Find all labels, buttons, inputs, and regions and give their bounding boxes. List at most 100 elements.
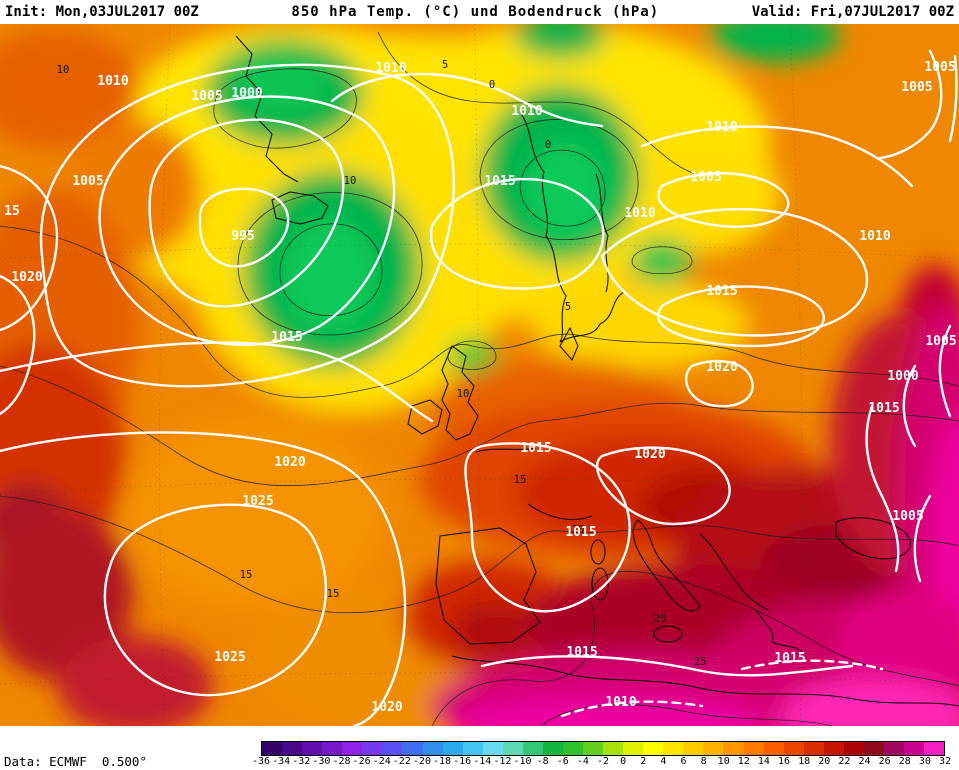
colorbar-segment	[583, 742, 604, 755]
pressure-label: 1010	[97, 74, 128, 89]
colorbar-wrap: -36 -34 -32 -30 -28 -26 -24 -22 -20 -18 -16 -14 -12-…	[252, 741, 951, 768]
colorbar-segment	[823, 742, 844, 755]
colorbar-tick: -28	[332, 756, 351, 767]
colorbar-segment	[643, 742, 664, 755]
temperature-label: 15	[514, 474, 527, 486]
colorbar-tick: -20	[412, 756, 431, 767]
colorbar-tick: -22	[392, 756, 411, 767]
header-bar: Init: Mon,03JUL2017 00Z 850 hPa Temp. (°…	[0, 0, 959, 24]
pressure-label: 1005	[925, 334, 956, 349]
colorbar-segment	[703, 742, 724, 755]
colorbar-segment	[743, 742, 764, 755]
pressure-label: 1015	[484, 174, 515, 189]
pressure-label: 1020	[11, 270, 42, 285]
pressure-label: 1015	[706, 284, 737, 299]
pressure-label: 15	[4, 204, 20, 219]
colorbar-segment	[302, 742, 323, 755]
colorbar-tick: -6	[556, 756, 569, 767]
pressure-label: 1020	[634, 447, 665, 462]
colorbar-tick: -16	[453, 756, 472, 767]
colorbar-tick: 0	[620, 756, 627, 767]
temperature-label: 5	[565, 301, 571, 313]
pressure-label: 1005	[892, 509, 923, 524]
colorbar-tick: -32	[292, 756, 311, 767]
temperature-label: 20	[654, 613, 667, 625]
colorbar-segment	[322, 742, 343, 755]
colorbar-segment	[382, 742, 403, 755]
colorbar-tick: 32	[938, 756, 952, 767]
temperature-label: 20	[572, 524, 585, 536]
pressure-label: 1000	[231, 86, 262, 101]
colorbar-tick: 12	[737, 756, 750, 767]
pressure-label: 1010	[605, 695, 636, 710]
colorbar-tick: 18	[798, 756, 811, 767]
pressure-label: 1010	[859, 229, 890, 244]
colorbar-tick: 2	[640, 756, 647, 767]
colorbar-segment	[542, 742, 563, 755]
pressure-label: 1015	[868, 401, 899, 416]
pressure-label: 1005	[72, 174, 103, 189]
pressure-label: 1020	[274, 455, 305, 470]
colorbar-tick: 6	[680, 756, 687, 767]
colorbar-tick: -24	[372, 756, 391, 767]
init-timestamp: Init: Mon,03JUL2017 00Z	[5, 4, 199, 20]
colorbar-segment	[683, 742, 704, 755]
pressure-label: 1015	[271, 330, 302, 345]
temperature-label: 5	[442, 59, 448, 71]
colorbar-tick: -12	[493, 756, 512, 767]
pressure-label: 995	[231, 229, 254, 244]
colorbar-segment	[442, 742, 463, 755]
pressure-label: 1010	[706, 120, 737, 135]
temperature-label: 25	[694, 656, 707, 668]
colorbar-tick: -8	[536, 756, 549, 767]
colorbar-segment	[462, 742, 483, 755]
colorbar-tick: -4	[576, 756, 589, 767]
coastlines	[235, 35, 959, 707]
credits: Data: ECMWF 0.500° (C) Wetterzentrale ww…	[4, 727, 162, 770]
colorbar-tick: -34	[272, 756, 291, 767]
colorbar-ticks: -36 -34 -32 -30 -28 -26 -24 -22 -20 -18 -16 -14 -12-…	[252, 756, 951, 768]
colorbar-segment	[924, 742, 945, 755]
temperature-label: 15	[327, 588, 340, 600]
colorbar-tick: 10	[717, 756, 730, 767]
colorbar-segment	[282, 742, 303, 755]
colorbar-tick: 14	[757, 756, 770, 767]
pressure-label: 1005	[901, 80, 932, 95]
colorbar-tick: 24	[858, 756, 871, 767]
temperature-colorbar	[261, 741, 945, 756]
pressure-label: 1010	[375, 61, 406, 76]
colorbar-tick: -26	[352, 756, 371, 767]
colorbar-segment	[663, 742, 684, 755]
temperature-contours	[0, 31, 959, 726]
temperature-label: 10	[457, 388, 470, 400]
temperature-label: 10	[344, 175, 357, 187]
temperature-label: 15	[240, 569, 253, 581]
temperature-field	[0, 24, 959, 726]
map-title: 850 hPa Temp. (°C) und Bodendruck (hPa)	[291, 4, 660, 20]
colorbar-segment	[803, 742, 824, 755]
graticule	[0, 24, 959, 726]
pressure-label: 1025	[214, 650, 245, 665]
colorbar-tick: 16	[778, 756, 791, 767]
colorbar-tick: 8	[700, 756, 707, 767]
pressure-label: 1010	[624, 206, 655, 221]
colorbar-segment	[723, 742, 744, 755]
pressure-label: 1005	[191, 89, 222, 104]
pressure-label: 1015	[774, 651, 805, 666]
colorbar-segment	[904, 742, 925, 755]
colorbar-tick: 22	[838, 756, 851, 767]
pressure-label: 1020	[706, 360, 737, 375]
colorbar-segment	[522, 742, 543, 755]
colorbar-tick: -2	[596, 756, 610, 767]
colorbar-segment	[863, 742, 884, 755]
colorbar-segment	[603, 742, 624, 755]
pressure-label: 1015	[566, 645, 597, 660]
colorbar-tick: -18	[433, 756, 452, 767]
pressure-label: 1025	[242, 494, 273, 509]
colorbar-segment	[623, 742, 644, 755]
pressure-label: 1020	[371, 700, 402, 715]
colorbar-tick: -30	[312, 756, 331, 767]
pressure-label: 1015	[565, 525, 596, 540]
